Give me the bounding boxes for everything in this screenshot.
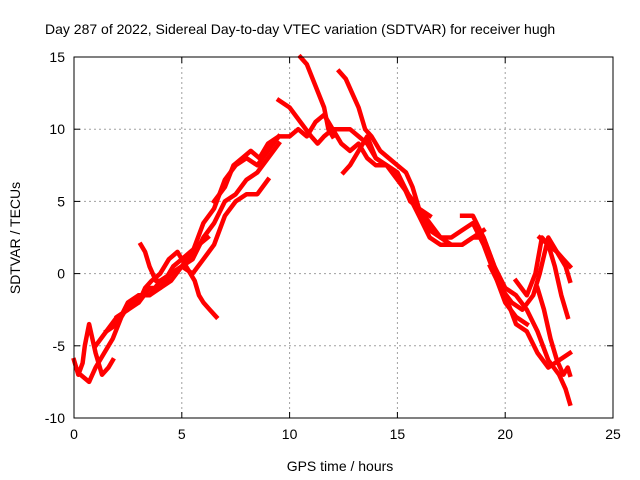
x-tick-label: 20 bbox=[497, 426, 513, 442]
series-trace-10 bbox=[336, 68, 530, 328]
data-series bbox=[71, 53, 574, 407]
series-trace-11 bbox=[340, 134, 574, 370]
y-tick-label: 15 bbox=[49, 49, 65, 65]
x-tick-label: 15 bbox=[390, 426, 406, 442]
series-trace-12 bbox=[459, 213, 573, 407]
y-tick-label: 0 bbox=[57, 266, 65, 282]
series-trace-1 bbox=[71, 321, 116, 377]
y-tick-label: 10 bbox=[49, 121, 65, 137]
grid-lines bbox=[74, 57, 613, 418]
y-axis-label: SDTVAR / TECUs bbox=[7, 182, 23, 294]
y-tick-label: -10 bbox=[45, 410, 65, 426]
series-trace-6 bbox=[137, 234, 211, 284]
axis-ticks: 0 5 10 15 20 25 -10 -5 0 5 10 15 bbox=[45, 49, 621, 442]
x-tick-label: 0 bbox=[70, 426, 78, 442]
series-trace-2 bbox=[77, 249, 220, 385]
x-tick-label: 10 bbox=[282, 426, 298, 442]
plot-frame bbox=[73, 56, 614, 419]
y-tick-label: -5 bbox=[53, 338, 66, 354]
series-trace-7 bbox=[210, 112, 487, 247]
x-axis-label: GPS time / hours bbox=[287, 458, 394, 474]
series-trace-15 bbox=[534, 285, 573, 378]
y-tick-label: 5 bbox=[57, 193, 65, 209]
series-trace-16 bbox=[536, 234, 574, 270]
series-trace-9 bbox=[297, 53, 336, 140]
chart-title: Day 287 of 2022, Sidereal Day-to-day VTE… bbox=[45, 21, 555, 37]
x-tick-label: 25 bbox=[605, 426, 621, 442]
x-tick-label: 5 bbox=[178, 426, 186, 442]
series-trace-5 bbox=[113, 176, 272, 321]
